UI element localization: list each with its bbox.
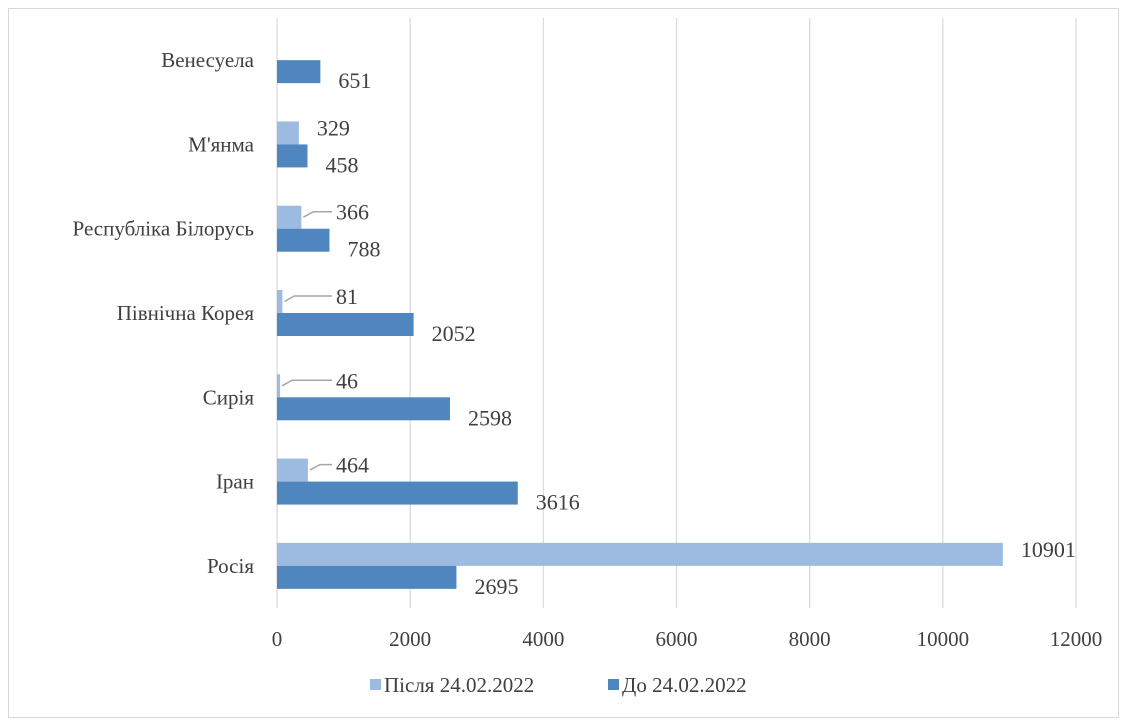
- bar-до-24-02-2022-сирія: [277, 397, 450, 421]
- bar-після-24-02-2022-м-янма: [277, 121, 299, 145]
- bar-після-24-02-2022-іран: [277, 458, 308, 482]
- x-tick-label-0: 0: [272, 627, 283, 651]
- bar-до-24-02-2022-росія: [277, 565, 457, 589]
- legend-label-після-24-02-2022: Після 24.02.2022: [384, 673, 534, 697]
- leader-line-іран: [309, 463, 332, 471]
- x-tick-label-8000: 8000: [789, 627, 831, 651]
- bar-після-24-02-2022-північна-корея: [277, 290, 283, 313]
- bar-до-24-02-2022-північна-корея: [277, 313, 414, 336]
- bar-до-24-02-2022-республіка-білорусь: [277, 228, 330, 252]
- value-label-після-24-02-2022-республіка-білорусь: 366: [336, 200, 369, 225]
- bar-після-24-02-2022-росія: [277, 542, 1003, 566]
- value-label-після-24-02-2022-іран: 464: [336, 453, 369, 478]
- value-labels: 10901 2695 464 3616 46 2598 81 2052 366 788 329 458…: [281, 68, 1076, 599]
- category-label-сирія: Сирія: [203, 385, 255, 409]
- leader-line-сирія: [281, 379, 332, 387]
- value-label-після-24-02-2022-сирія: 46: [336, 368, 358, 393]
- x-tick-label-2000: 2000: [389, 627, 431, 651]
- value-label-до-24-02-2022-росія: 2695: [474, 574, 518, 599]
- value-label-після-24-02-2022-м-янма: 329: [317, 115, 350, 140]
- value-label-після-24-02-2022-північна-корея: 81: [336, 284, 358, 309]
- legend-swatch-до-24-02-2022: [608, 679, 619, 690]
- leader-line-північна-корея: [284, 295, 332, 303]
- legend: Після 24.02.2022 До 24.02.2022: [370, 673, 747, 697]
- bars: [277, 60, 1003, 589]
- value-label-до-24-02-2022-північна-корея: 2052: [432, 321, 476, 346]
- value-label-до-24-02-2022-іран: 3616: [536, 490, 580, 515]
- bar-після-24-02-2022-республіка-білорусь: [277, 205, 302, 229]
- legend-swatch-після-24-02-2022: [370, 679, 381, 690]
- value-label-до-24-02-2022-венесуела: 651: [338, 68, 371, 93]
- x-tick-labels: 0 2000 4000 6000 8000 10000 12000: [272, 627, 1103, 651]
- category-label-росія: Росія: [207, 554, 254, 578]
- x-tick-label-10000: 10000: [917, 627, 970, 651]
- chart-frame: [8, 8, 1119, 718]
- category-label-іран: Іран: [216, 470, 254, 494]
- bar-після-24-02-2022-сирія: [277, 374, 281, 398]
- category-labels: Росія Іран Сирія Північна Корея Республіка Б…: [73, 48, 255, 578]
- category-label-м-янма: М'янма: [188, 132, 254, 156]
- bar-до-24-02-2022-м-янма: [277, 144, 308, 168]
- x-tick-label-6000: 6000: [656, 627, 698, 651]
- bar-до-24-02-2022-венесуела: [277, 60, 321, 84]
- gridlines: [276, 18, 1077, 608]
- value-label-до-24-02-2022-республіка-білорусь: 788: [347, 237, 380, 262]
- value-label-до-24-02-2022-м-янма: 458: [325, 152, 358, 177]
- value-label-після-24-02-2022-росія: 10901: [1021, 537, 1076, 562]
- legend-label-до-24-02-2022: До 24.02.2022: [622, 673, 747, 697]
- category-label-венесуела: Венесуела: [161, 48, 254, 72]
- value-label-до-24-02-2022-сирія: 2598: [468, 405, 512, 430]
- leader-line-республіка-білорусь: [303, 210, 332, 218]
- category-label-республіка-білорусь: Республіка Білорусь: [73, 217, 254, 241]
- bar-до-24-02-2022-іран: [277, 481, 518, 505]
- x-tick-label-12000: 12000: [1050, 627, 1103, 651]
- category-label-північна-корея: Північна Корея: [117, 301, 255, 325]
- x-tick-label-4000: 4000: [522, 627, 564, 651]
